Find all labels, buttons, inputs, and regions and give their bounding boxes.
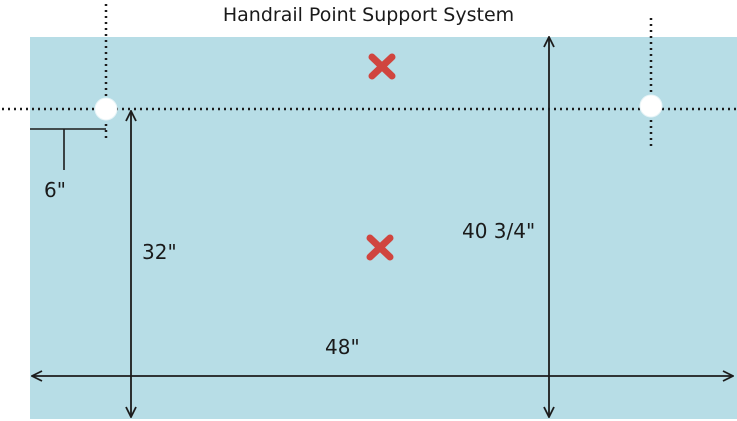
panel-height-label: 40 3/4"	[462, 219, 536, 243]
center-x-marker-icon	[366, 234, 394, 261]
edge-offset-bracket	[30, 128, 106, 170]
support-points	[94, 94, 663, 121]
edge-offset-label: 6"	[44, 178, 66, 202]
panel-width-label: 48"	[325, 335, 360, 359]
right-support-point-icon	[639, 94, 663, 118]
glass-panel	[30, 37, 737, 419]
diagram-title: Handrail Point Support System	[222, 4, 515, 26]
left-support-point-icon	[94, 97, 118, 121]
rail-height-label: 32"	[142, 240, 177, 264]
top-x-marker-icon	[368, 53, 396, 80]
